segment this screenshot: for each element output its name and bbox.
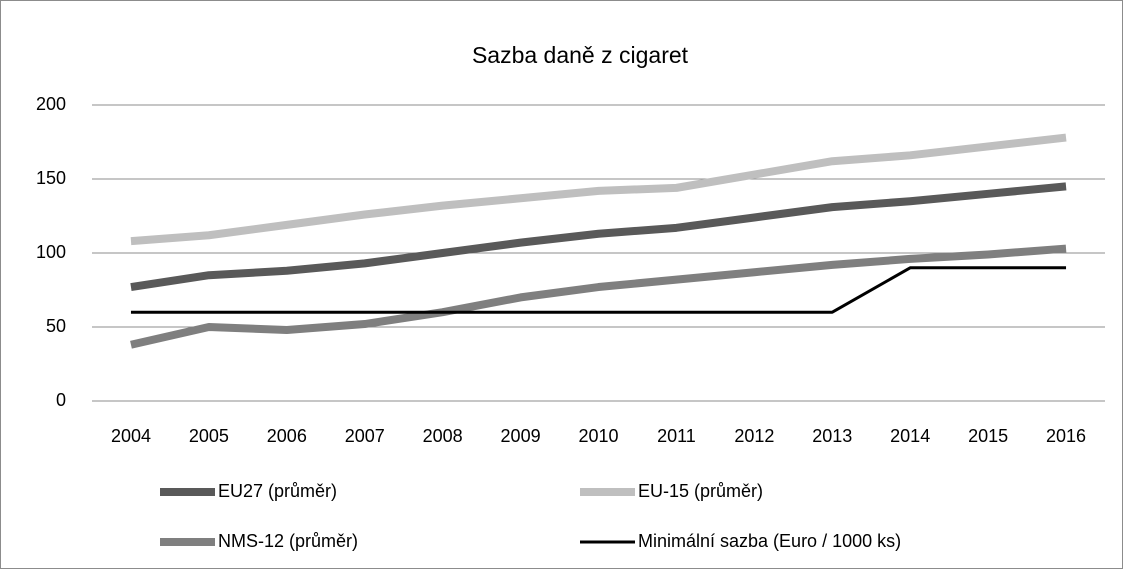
chart-title: Sazba daně z cigaret <box>472 42 689 68</box>
series-line <box>130 182 1067 291</box>
x-tick-label: 2015 <box>968 426 1008 446</box>
y-tick-label: 150 <box>36 168 66 188</box>
x-tick-label: 2012 <box>734 426 774 446</box>
x-tick-label: 2010 <box>578 426 618 446</box>
legend-label: EU27 (průměr) <box>218 481 337 501</box>
x-tick-label: 2007 <box>345 426 385 446</box>
x-tick-label: 2006 <box>267 426 307 446</box>
x-tick-label: 2014 <box>890 426 930 446</box>
y-tick-label: 100 <box>36 242 66 262</box>
y-tick-label: 50 <box>46 316 66 336</box>
series-line <box>130 266 1067 314</box>
x-tick-label: 2016 <box>1046 426 1086 446</box>
x-tick-label: 2013 <box>812 426 852 446</box>
series-line <box>130 133 1067 246</box>
x-tick-label: 2004 <box>111 426 151 446</box>
x-tick-label: 2009 <box>501 426 541 446</box>
series-line <box>130 244 1067 349</box>
x-tick-label: 2005 <box>189 426 229 446</box>
x-tick-label: 2008 <box>423 426 463 446</box>
legend-label: EU-15 (průměr) <box>638 481 763 501</box>
x-tick-label: 2011 <box>657 426 696 446</box>
y-tick-label: 0 <box>56 390 66 410</box>
legend-label: NMS-12 (průměr) <box>218 531 358 551</box>
y-tick-label: 200 <box>36 94 66 114</box>
legend-label: Minimální sazba (Euro / 1000 ks) <box>638 531 901 551</box>
